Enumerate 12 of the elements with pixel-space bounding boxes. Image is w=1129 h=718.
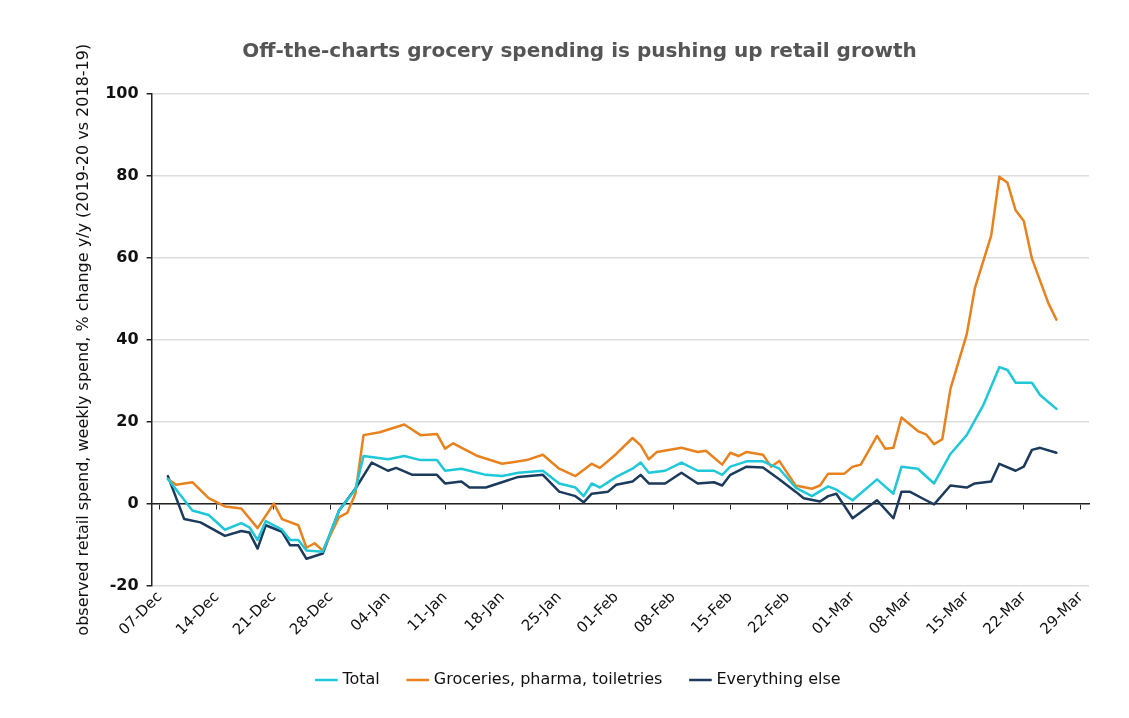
y-tick-label: 60 [116, 246, 139, 266]
y-tick-label: -20 [109, 574, 139, 594]
legend-label: Total [341, 669, 380, 689]
legend-label: Everything else [716, 669, 841, 689]
y-axis-title: observed retail spend, weekly spend, % change y/y (2019-20 vs 2018-19) [72, 43, 92, 636]
y-tick-label: 100 [105, 83, 139, 103]
y-tick-label: 0 [127, 492, 139, 512]
chart-title: Off-the-charts grocery spending is pushing up retail growth [242, 38, 917, 63]
y-tick-label: 20 [116, 410, 139, 430]
y-tick-label: 80 [116, 165, 139, 185]
y-tick-label: 40 [116, 328, 139, 348]
legend-label: Groceries, pharma, toiletries [433, 669, 663, 689]
